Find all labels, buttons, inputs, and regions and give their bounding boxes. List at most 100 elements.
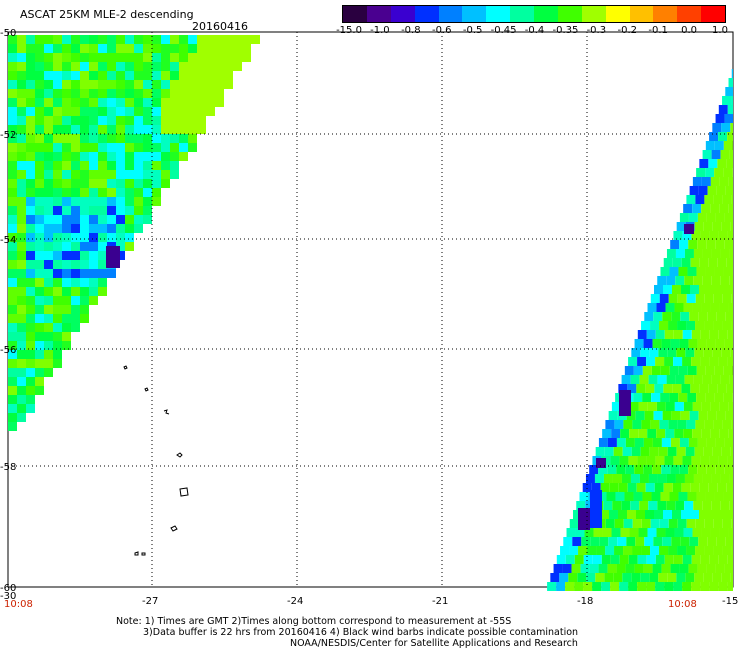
data-cell (188, 44, 197, 53)
data-cell (35, 323, 44, 332)
data-cell (8, 71, 17, 80)
data-cell (670, 465, 680, 474)
data-cell (170, 116, 179, 125)
x-tick-label: -24 (287, 596, 303, 607)
data-cell (134, 170, 143, 179)
color-scale-segment (653, 6, 678, 22)
data-cell (683, 303, 693, 312)
data-cell (143, 206, 152, 215)
data-cell (8, 80, 17, 89)
data-cell (732, 393, 733, 402)
data-cell (80, 242, 89, 251)
data-cell (26, 323, 35, 332)
data-cell (556, 582, 566, 591)
data-cell (80, 44, 89, 53)
data-cell (98, 143, 107, 152)
data-cell (590, 490, 602, 528)
data-cell (600, 483, 610, 492)
data-cell (725, 87, 733, 96)
data-cell (660, 393, 670, 402)
data-cell (675, 501, 685, 510)
data-cell (107, 107, 116, 116)
data-cell (17, 116, 26, 125)
data-cell (706, 438, 716, 447)
data-cell (693, 474, 703, 483)
data-cell (652, 438, 662, 447)
data-cell (694, 222, 704, 231)
data-cell (71, 233, 80, 242)
data-cell (44, 107, 53, 116)
data-cell (26, 116, 35, 125)
data-cell (107, 125, 116, 134)
data-cell (712, 348, 722, 357)
data-cell (80, 206, 89, 215)
data-cell (688, 438, 698, 447)
data-cell (711, 276, 721, 285)
data-cell (53, 89, 62, 98)
data-cell (35, 35, 44, 44)
data-cell (607, 564, 617, 573)
data-cell (686, 294, 696, 303)
data-cell (161, 44, 170, 53)
data-cell (664, 555, 674, 564)
data-cell (710, 177, 720, 186)
data-cell (71, 116, 80, 125)
data-cell (696, 267, 706, 276)
data-cell (26, 215, 35, 224)
data-cell (640, 573, 650, 582)
data-cell (650, 420, 660, 429)
data-cell (179, 125, 188, 134)
data-cell (629, 528, 639, 537)
data-cell (134, 44, 143, 53)
data-cell (693, 249, 703, 258)
data-cell (679, 465, 689, 474)
data-cell (80, 179, 89, 188)
data-cell (8, 314, 17, 323)
data-cell (624, 492, 634, 501)
data-cell (98, 71, 107, 80)
data-cell (705, 366, 715, 375)
data-cell (699, 483, 709, 492)
data-cell (586, 573, 596, 582)
data-cell (657, 375, 667, 384)
data-cell (663, 258, 673, 267)
data-cell (707, 411, 717, 420)
data-cell (643, 564, 653, 573)
data-cell (8, 233, 17, 242)
data-cell (53, 53, 62, 62)
data-cell (687, 267, 697, 276)
data-cell (35, 62, 44, 71)
data-cell (661, 465, 671, 474)
data-cell (637, 555, 647, 564)
data-cell (731, 96, 733, 105)
data-cell (71, 323, 80, 332)
data-cell (80, 161, 89, 170)
data-cell (699, 285, 708, 294)
data-cell (646, 555, 656, 564)
data-cell (35, 296, 44, 305)
data-cell (134, 197, 143, 206)
color-scale-segment (462, 6, 487, 22)
data-cell (663, 510, 672, 519)
data-cell (694, 348, 704, 357)
data-cell (657, 474, 667, 483)
data-cell (677, 294, 687, 303)
data-cell (35, 215, 44, 224)
data-cell (80, 116, 89, 125)
data-cell (593, 528, 603, 537)
data-cell (607, 465, 617, 474)
data-cell (655, 357, 665, 366)
data-cell (71, 152, 80, 161)
data-cell (89, 125, 98, 134)
data-cell (170, 35, 179, 44)
data-cell (62, 170, 71, 179)
data-cell (621, 501, 631, 510)
data-cell (690, 384, 700, 393)
data-cell (724, 339, 733, 348)
data-cell (658, 573, 668, 582)
data-cell (688, 465, 698, 474)
data-cell (35, 242, 44, 251)
data-cell (62, 80, 71, 89)
data-cell (116, 161, 125, 170)
data-cell (729, 375, 733, 384)
